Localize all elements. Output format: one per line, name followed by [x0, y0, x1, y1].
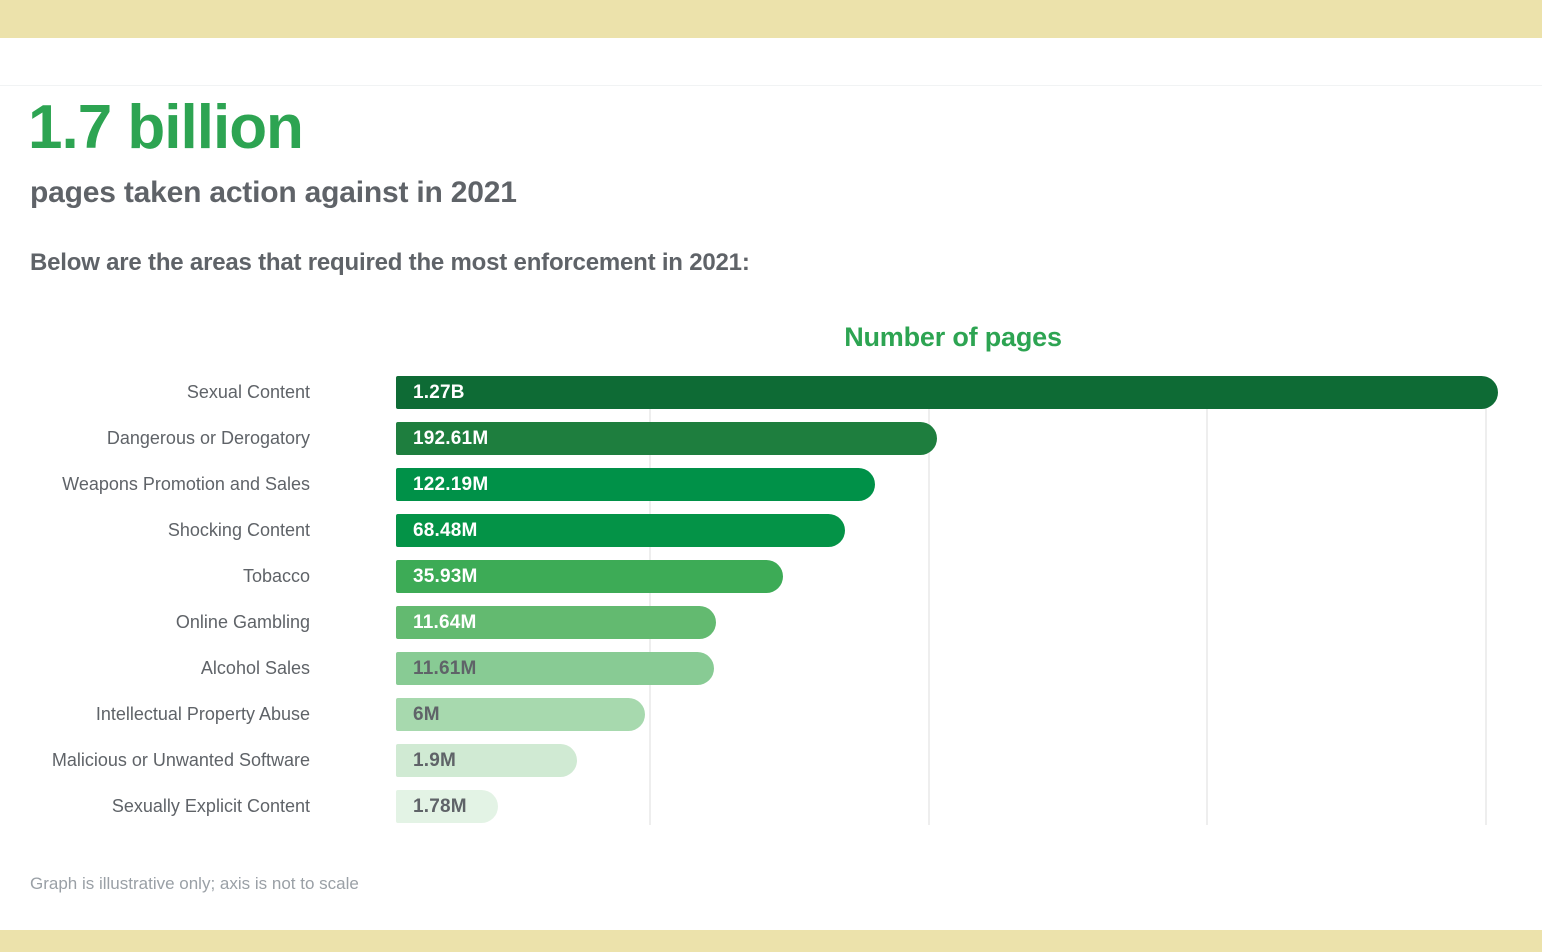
category-label: Sexual Content	[186, 382, 310, 402]
chart-row: Weapons Promotion and Sales 122.19M	[0, 468, 1542, 501]
bar: 35.93M	[396, 560, 783, 593]
category-label: Malicious or Unwanted Software	[51, 750, 310, 770]
category-label: Shocking Content	[167, 520, 310, 540]
bar-value-label: 11.61M	[413, 657, 477, 679]
chart-row: Sexual Content 1.27B	[0, 376, 1542, 409]
top-accent-band	[0, 0, 1542, 38]
category-label: Sexually Explicit Content	[111, 796, 310, 816]
bar-value-label: 11.64M	[413, 611, 477, 633]
category-label: Tobacco	[242, 566, 310, 586]
chart-row: Malicious or Unwanted Software 1.9M	[0, 744, 1542, 777]
gridline	[1206, 376, 1208, 825]
bar-value-label: 192.61M	[413, 427, 489, 449]
bar: 11.61M	[396, 652, 714, 685]
category-label: Weapons Promotion and Sales	[62, 474, 310, 494]
bar: 192.61M	[396, 422, 937, 455]
category-label: Alcohol Sales	[200, 658, 310, 678]
bar: 1.78M	[396, 790, 498, 823]
category-label: Intellectual Property Abuse	[95, 704, 310, 724]
chart-row: Online Gambling 11.64M	[0, 606, 1542, 639]
gridline	[928, 376, 930, 825]
chart-row: Dangerous or Derogatory 192.61M	[0, 422, 1542, 455]
bar-value-label: 1.27B	[413, 381, 465, 403]
chart-title: Number of pages	[844, 322, 1062, 352]
category-label: Dangerous or Derogatory	[106, 428, 310, 448]
bar: 11.64M	[396, 606, 716, 639]
header-divider	[0, 85, 1542, 86]
intro-text: Below are the areas that required the mo…	[30, 249, 750, 276]
chart-row: Alcohol Sales 11.61M	[0, 652, 1542, 685]
chart-row: Sexually Explicit Content 1.78M	[0, 790, 1542, 823]
gridline	[1485, 376, 1487, 825]
chart-row: Shocking Content 68.48M	[0, 514, 1542, 547]
bar-value-label: 1.78M	[413, 795, 467, 817]
gridline	[649, 376, 651, 825]
chart-row: Tobacco 35.93M	[0, 560, 1542, 593]
chart-row: Intellectual Property Abuse 6M	[0, 698, 1542, 731]
bar-value-label: 68.48M	[413, 519, 478, 541]
bar: 1.9M	[396, 744, 577, 777]
category-label: Online Gambling	[175, 612, 310, 632]
bar: 68.48M	[396, 514, 845, 547]
bar-value-label: 6M	[413, 703, 440, 725]
bar-value-label: 122.19M	[413, 473, 489, 495]
bar: 6M	[396, 698, 645, 731]
bar-value-label: 1.9M	[413, 749, 457, 771]
page-subtitle: pages taken action against in 2021	[30, 176, 517, 209]
bottom-accent-band	[0, 930, 1542, 952]
bar: 122.19M	[396, 468, 875, 501]
chart-footnote: Graph is illustrative only; axis is not …	[30, 874, 359, 893]
bar: 1.27B	[396, 376, 1498, 409]
page-title: 1.7 billion	[28, 93, 304, 162]
bar-value-label: 35.93M	[413, 565, 478, 587]
